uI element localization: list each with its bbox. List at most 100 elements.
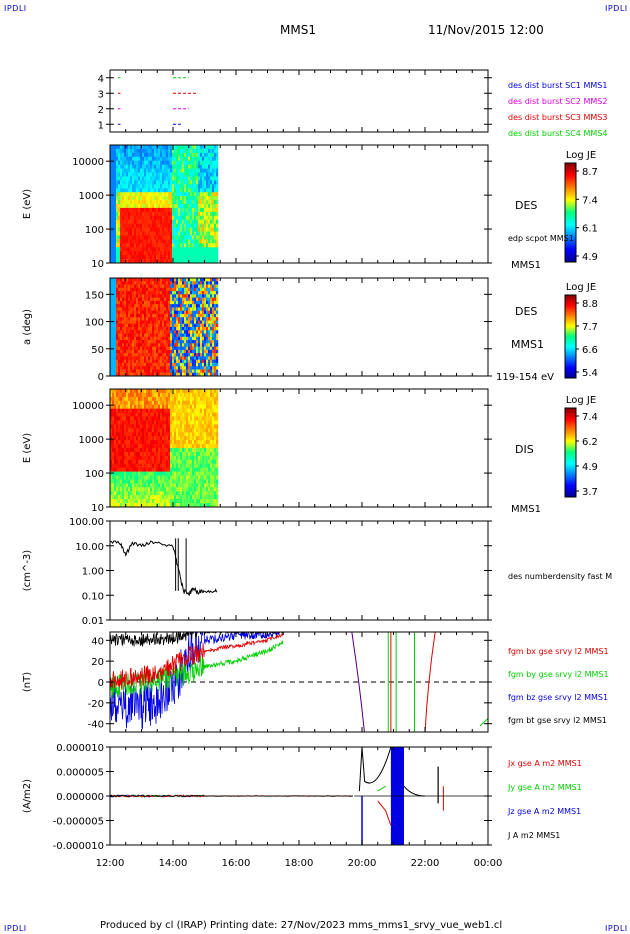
dis_e-heat-cell <box>174 436 177 441</box>
des_e-heat-cell <box>128 168 131 173</box>
des_pa-heat-cell <box>180 372 183 377</box>
des_pa-heat-cell <box>158 287 161 292</box>
dis_e-heat-cell <box>180 444 183 449</box>
dis_e-heat-cell <box>208 479 211 484</box>
des_pa-heat-cell <box>130 281 133 285</box>
des_e-heat-cell <box>110 156 113 162</box>
dis_e-heat-cell <box>160 389 163 394</box>
fgm-line-bx <box>110 632 284 690</box>
dis_e-heat-cell <box>186 499 189 504</box>
des_e-heat-cell <box>174 172 177 177</box>
dis_e-heat-cell <box>154 455 157 461</box>
dis_e-heat-cell <box>200 471 203 476</box>
dis_e-heat-cell <box>144 483 147 488</box>
des_e-heat-cell <box>206 247 209 252</box>
des_e-heat-cell <box>214 235 217 240</box>
des_pa-heat-cell <box>164 287 167 292</box>
des_e-heat-cell <box>132 215 135 221</box>
des_pa-heat-cell <box>202 313 205 318</box>
des_e-heat-cell <box>110 184 113 189</box>
des_e-heat-cell <box>164 227 167 232</box>
dis_e-heat-cell <box>124 467 127 472</box>
des_pa-heat-cell <box>212 287 215 292</box>
dis_e-heat-cell <box>194 412 197 417</box>
des_pa-heat-cell <box>194 330 197 334</box>
des_e-heat-cell <box>132 259 135 264</box>
des_pa-heat-cell <box>208 362 211 367</box>
des_e-heat-cell <box>114 211 117 217</box>
des_e-heat-cell <box>140 211 143 217</box>
des_pa-heat-cell <box>210 346 213 351</box>
dis_e-heat-cell <box>188 440 191 445</box>
des_pa-heat-cell <box>196 340 199 344</box>
des_pa-heat-cell <box>186 330 189 334</box>
des_e-heat-cell <box>176 180 179 185</box>
des_e-heat-cell <box>154 247 157 252</box>
des_pa-heat-cell <box>120 291 123 295</box>
des_pa-heat-cell <box>136 369 139 374</box>
des_e-heat-cell <box>112 255 115 260</box>
dis_e-heat-cell <box>112 503 115 508</box>
des_e-heat-cell <box>204 200 207 205</box>
des_e-heat-cell <box>144 255 147 260</box>
des_e-heat-cell <box>176 235 179 240</box>
dis_e-heat-cell <box>202 428 205 433</box>
dis_e-heat-cell <box>198 412 201 417</box>
des_pa-heat-cell <box>176 310 179 315</box>
des_pa-heat-cell <box>192 310 195 315</box>
des_e-heat-cell <box>204 215 207 221</box>
dis_e-heat-cell <box>188 475 191 480</box>
des_e-heat-cell <box>168 172 171 177</box>
des_pa-heat-cell <box>166 330 169 334</box>
des_pa-heat-cell <box>210 362 213 367</box>
des_e-heat-cell <box>116 168 119 173</box>
des_pa-heat-cell <box>144 291 147 295</box>
dis_e-heat-cell <box>132 428 135 433</box>
des_e-heat-cell <box>152 148 155 154</box>
des_e-heat-cell <box>130 243 133 248</box>
des_e-heat-cell <box>188 239 191 244</box>
des_pa-heat-cell <box>184 278 187 282</box>
dis_e-heat-cell <box>184 459 187 465</box>
des_e-heat-cell <box>216 176 219 181</box>
des_pa-heat-cell <box>116 359 119 364</box>
dis_e-heat-cell <box>204 404 207 409</box>
dis_e-heat-cell <box>196 499 199 504</box>
des_pa-heat-cell <box>210 320 213 325</box>
dis_e-heat-cell <box>128 491 131 496</box>
des_e-heat-cell <box>166 184 169 189</box>
des_e-heat-cell <box>172 211 175 217</box>
des_e-heat-cell <box>138 247 141 252</box>
des_e-heat-cell <box>138 176 141 181</box>
des_e-heat-cell <box>120 168 123 173</box>
des_e-heat-cell <box>152 152 155 158</box>
des_e-heat-cell <box>178 255 181 260</box>
dis_e-heat-cell <box>182 389 185 394</box>
des_e-heat-cell <box>216 211 219 217</box>
dis_e-heat-cell <box>210 483 213 488</box>
dis_e-heat-cell <box>114 400 117 406</box>
des_pa-heat-cell <box>136 366 139 370</box>
dis_e-heat-cell <box>196 487 199 492</box>
des_pa-heat-cell <box>170 343 173 347</box>
des_pa-heat-cell <box>134 300 137 305</box>
des_e-heat-cell <box>182 231 185 236</box>
des_e-heat-cell <box>178 184 181 189</box>
des_pa-heat-cell <box>140 307 143 312</box>
dis_e-heat-cell <box>182 404 185 409</box>
des_pa-heat-cell <box>126 362 129 367</box>
dis_e-heat-cell <box>214 400 217 406</box>
dis_e-heat-cell <box>202 491 205 496</box>
des_pa-heat-cell <box>202 340 205 344</box>
dis_e-heat-cell <box>126 400 129 406</box>
des_e-heat-cell <box>164 172 167 177</box>
dis_e-heat-cell <box>204 400 207 406</box>
des_e-heat-cell <box>188 200 191 205</box>
des_pa-heat-cell <box>210 284 213 289</box>
des_pa-heat-cell <box>204 320 207 325</box>
dis_e-heat-cell <box>174 463 177 468</box>
des_e-heat-cell <box>202 196 205 201</box>
dis_e-heat-cell <box>202 499 205 504</box>
des_pa-heat-cell <box>188 349 191 354</box>
dis_e-heat-cell <box>132 499 135 504</box>
